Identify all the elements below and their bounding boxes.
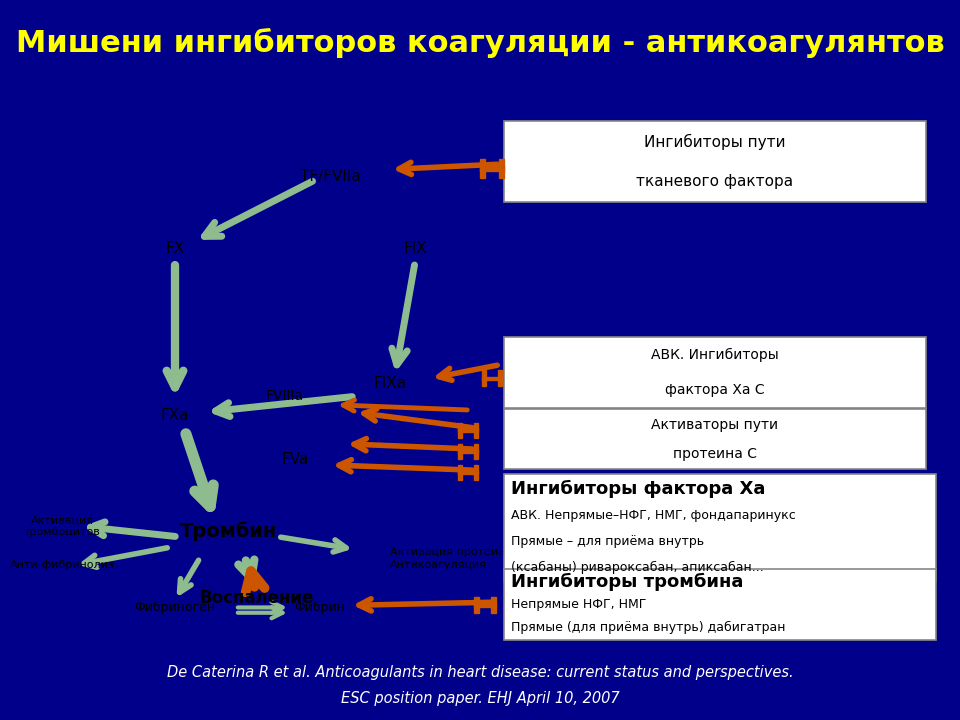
FancyBboxPatch shape (504, 337, 926, 408)
Bar (497, 371, 502, 387)
Text: FVa: FVa (281, 452, 309, 467)
Text: FIXa: FIXa (373, 376, 407, 391)
Text: Активация
тромбоцитов: Активация тромбоцитов (24, 516, 101, 537)
Text: Фибрин: Фибрин (295, 601, 346, 614)
Bar (492, 598, 496, 613)
Bar (480, 166, 504, 171)
Text: Ингибиторы фактора Ха: Ингибиторы фактора Ха (511, 480, 765, 498)
Text: Ингибиторы пути: Ингибиторы пути (644, 134, 785, 150)
Bar (458, 423, 463, 438)
Bar (474, 603, 496, 607)
Text: Антикоагуляция: Антикоагуляция (390, 560, 487, 570)
Text: протеина С: протеина С (673, 446, 757, 461)
Text: Мишени ингибиторов коагуляции - антикоагулянтов: Мишени ингибиторов коагуляции - антикоаг… (15, 27, 945, 58)
Text: тканевого фактора: тканевого фактора (636, 174, 794, 189)
Text: ESC position paper. EHJ April 10, 2007: ESC position paper. EHJ April 10, 2007 (341, 691, 619, 706)
FancyBboxPatch shape (504, 570, 936, 640)
Text: Анти-фибринолиз: Анти-фибринолиз (10, 560, 114, 570)
Text: АВК. Ингибиторы: АВК. Ингибиторы (651, 348, 779, 362)
Text: De Caterina R et al. Anticoagulants in heart disease: current status and perspec: De Caterina R et al. Anticoagulants in h… (167, 665, 793, 680)
Text: Фибриноген: Фибриноген (134, 601, 216, 614)
Bar (458, 444, 463, 459)
Text: Прямые (для приёма внутрь) дабигатран: Прямые (для приёма внутрь) дабигатран (511, 621, 785, 634)
Text: Активация протеина С: Активация протеина С (390, 546, 523, 557)
Bar (458, 471, 478, 474)
Text: TF/FVIIa: TF/FVIIa (300, 169, 360, 184)
Text: Непрямые НФГ, НМГ: Непрямые НФГ, НМГ (511, 598, 646, 611)
Bar (473, 444, 478, 459)
Bar (458, 428, 478, 432)
Bar (499, 159, 504, 178)
Bar (480, 159, 485, 178)
Bar (482, 377, 502, 380)
Bar (458, 449, 478, 453)
Text: FVIIIa: FVIIIa (266, 390, 304, 403)
FancyBboxPatch shape (504, 474, 936, 582)
FancyBboxPatch shape (504, 121, 926, 202)
Bar (473, 423, 478, 438)
Text: FIX: FIX (403, 241, 427, 256)
Bar (458, 465, 463, 480)
Text: Тромбин: Тромбин (180, 522, 276, 541)
Text: АВК. Непрямые–НФГ, НМГ, фондапаринукс: АВК. Непрямые–НФГ, НМГ, фондапаринукс (511, 508, 796, 521)
Text: фактора Ха С: фактора Ха С (665, 383, 765, 397)
Bar (482, 371, 487, 387)
Text: (ксабаны) ривароксабан, апиксабан...: (ксабаны) ривароксабан, апиксабан... (511, 562, 764, 575)
Text: Прямые – для приёма внутрь: Прямые – для приёма внутрь (511, 535, 704, 548)
Text: FXa: FXa (160, 408, 189, 423)
Text: Активаторы пути: Активаторы пути (652, 418, 779, 431)
Bar (474, 598, 479, 613)
Bar (473, 465, 478, 480)
Text: Воспаление: Воспаление (200, 589, 314, 607)
Text: Ингибиторы тромбина: Ингибиторы тромбина (511, 573, 743, 591)
FancyBboxPatch shape (504, 409, 926, 469)
Text: FX: FX (165, 241, 184, 256)
